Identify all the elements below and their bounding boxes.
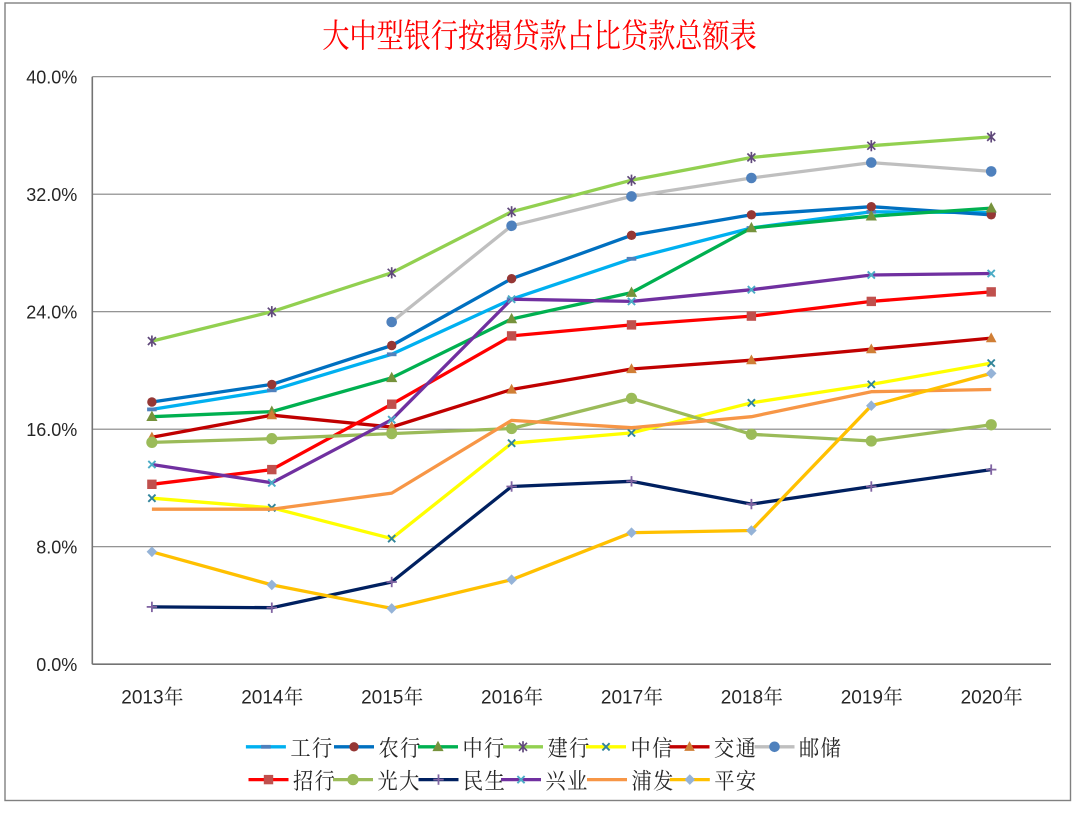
svg-text:8.0%: 8.0% xyxy=(36,537,77,557)
svg-text:2016: 2016 xyxy=(481,688,523,709)
svg-text:2020: 2020 xyxy=(961,688,1003,709)
svg-text:24.0%: 24.0% xyxy=(26,302,77,322)
svg-text:2015: 2015 xyxy=(361,688,403,709)
svg-text:32.0%: 32.0% xyxy=(26,185,77,205)
svg-text:2013: 2013 xyxy=(121,688,163,709)
svg-text:2017: 2017 xyxy=(601,688,643,709)
svg-text:40.0%: 40.0% xyxy=(26,67,77,87)
svg-text:2018: 2018 xyxy=(721,688,763,709)
svg-text:2019: 2019 xyxy=(841,688,883,709)
svg-text:2014: 2014 xyxy=(241,688,284,709)
svg-text:0.0%: 0.0% xyxy=(36,655,77,675)
svg-text:16.0%: 16.0% xyxy=(26,420,77,440)
